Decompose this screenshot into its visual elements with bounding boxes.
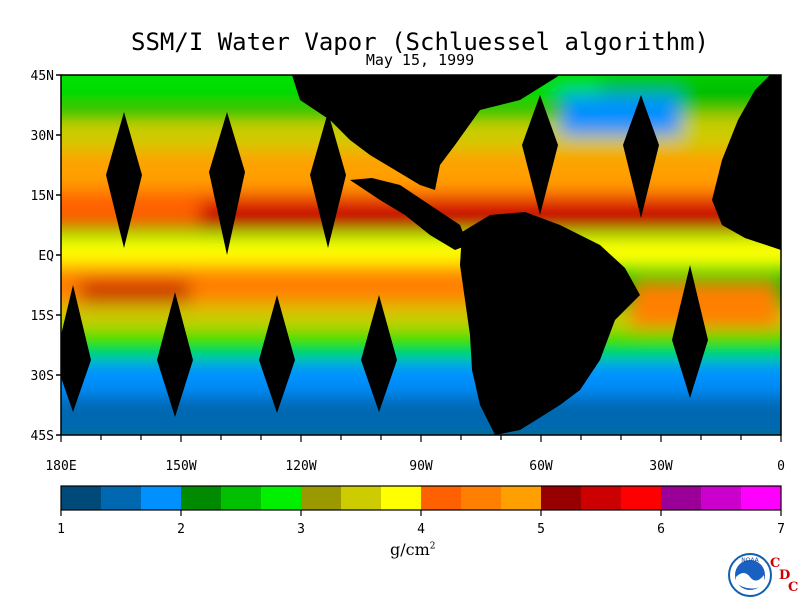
- lon-label: 150W: [165, 459, 196, 474]
- noaa-logo: NOAA: [728, 553, 772, 597]
- colorbar-swatch: [461, 486, 502, 510]
- colorbar-swatch: [181, 486, 222, 510]
- colorbar-swatch: [621, 486, 662, 510]
- colorbar-swatch: [541, 486, 582, 510]
- colorbar-swatch: [421, 486, 462, 510]
- latitude-axis: 45N 30N 15N EQ 15S 30S 45S: [31, 69, 61, 444]
- colorbar-swatch: [141, 486, 182, 510]
- chart-title: SSM/I Water Vapor (Schluessel algorithm): [131, 28, 709, 56]
- colorbar-swatch: [701, 486, 742, 510]
- land-mask: [292, 75, 781, 435]
- lat-label: EQ: [38, 249, 54, 264]
- logo-gull: [736, 573, 764, 589]
- lon-label: 0: [777, 459, 785, 474]
- colorbar-swatch: [501, 486, 542, 510]
- lon-label: 60W: [529, 459, 553, 474]
- colorbar-swatch: [341, 486, 382, 510]
- orbit-gaps: [61, 95, 708, 417]
- colorbar: [60, 485, 782, 511]
- lon-label: 120W: [285, 459, 316, 474]
- cdc-letter-c: C: [770, 556, 781, 571]
- longitude-axis: 180E 150W 120W 90W 60W 30W 0: [45, 435, 785, 474]
- lon-label: 180E: [45, 459, 76, 474]
- unit-base: g/cm: [390, 540, 430, 559]
- lat-label: 15S: [31, 309, 54, 324]
- unit-exponent: 2: [429, 541, 436, 552]
- colorbar-swatch: [221, 486, 262, 510]
- colorbar-ticks: 1 2 3 4 5 6 7: [57, 510, 785, 537]
- chart-subtitle: May 15, 1999: [365, 51, 475, 69]
- colorbar-swatch: [381, 486, 422, 510]
- colorbar-tick-label: 3: [297, 522, 305, 537]
- cdc-letter-d: D: [779, 568, 791, 583]
- colorbar-swatch: [741, 486, 782, 510]
- colorbar-swatch: [301, 486, 342, 510]
- logo-text: NOAA: [741, 557, 759, 564]
- colorbar-unit: g/cm2: [390, 540, 436, 559]
- lat-label: 30S: [31, 369, 54, 384]
- map-field: [61, 75, 781, 435]
- colorbar-swatch: [261, 486, 302, 510]
- lon-label: 30W: [649, 459, 673, 474]
- cdc-letter-c2: C: [788, 580, 799, 595]
- colorbar-tick-label: 4: [417, 522, 425, 537]
- lat-label: 15N: [31, 189, 54, 204]
- colorbar-swatch: [581, 486, 622, 510]
- lat-label: 30N: [31, 129, 54, 144]
- colorbar-tick-label: 7: [777, 522, 785, 537]
- colorbar-tick-label: 6: [657, 522, 665, 537]
- colorbar-tick-label: 1: [57, 522, 65, 537]
- lon-label: 90W: [409, 459, 433, 474]
- colorbar-swatch: [101, 486, 142, 510]
- colorbar-tick-label: 5: [537, 522, 545, 537]
- colorbar-swatch: [61, 486, 102, 510]
- colorbar-swatch: [661, 486, 702, 510]
- lat-label: 45S: [31, 429, 54, 444]
- lat-label: 45N: [31, 69, 54, 84]
- colorbar-tick-label: 2: [177, 522, 185, 537]
